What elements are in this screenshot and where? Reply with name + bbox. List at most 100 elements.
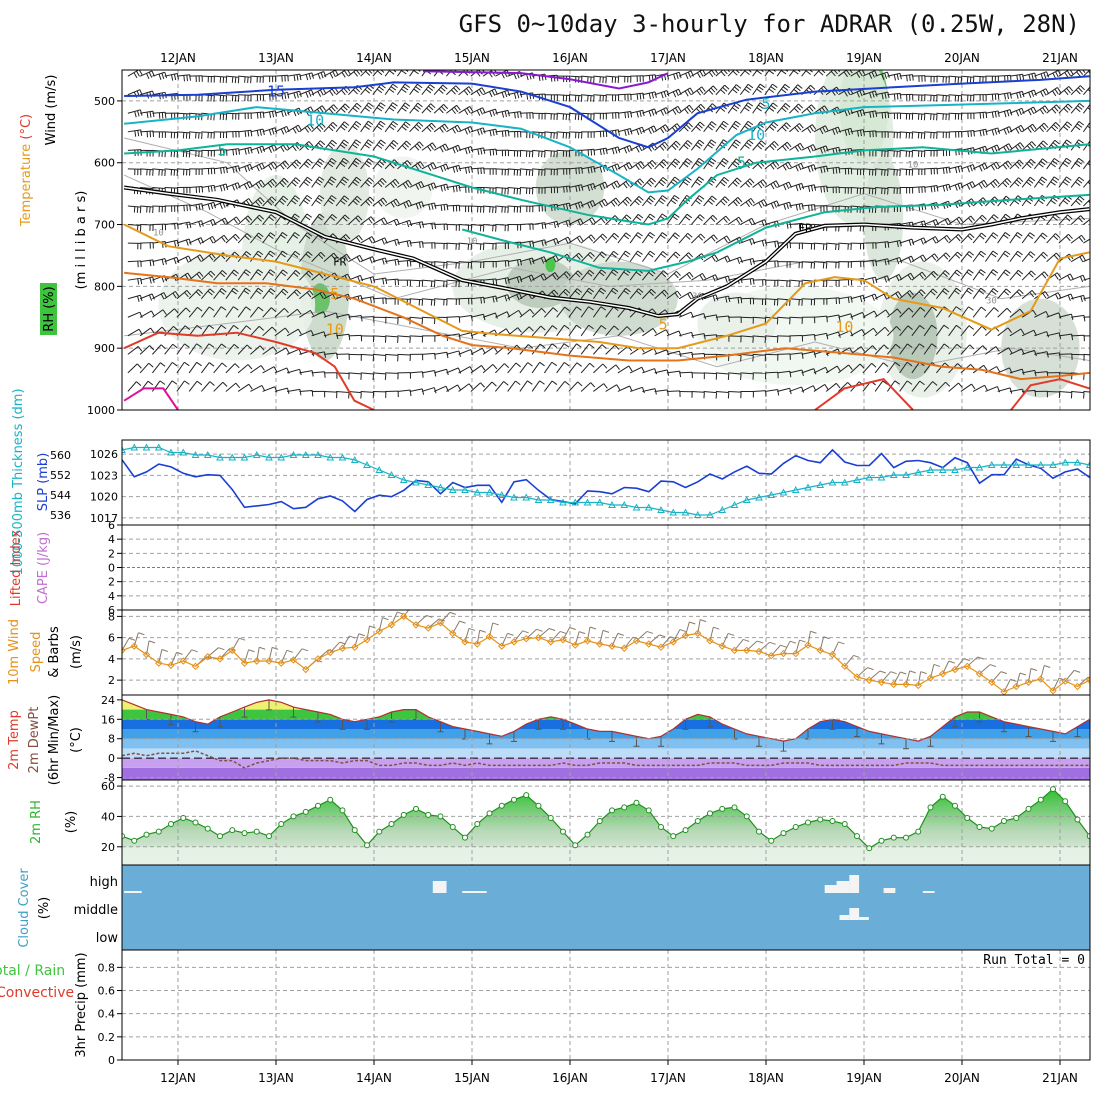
wind-barb-flag [968,269,974,274]
wind-barb-flag [174,308,179,314]
wind-barb-flag [309,123,314,130]
wind-barb-flag [281,111,284,118]
wind-barb-flag [1041,273,1047,279]
wind-barb [188,220,202,226]
wind-barb-flag [725,296,728,303]
wind-barb-flag [881,93,884,100]
thickness-marker [338,453,347,461]
wind-barb [286,232,296,244]
wind-barb [764,121,774,133]
wind10-barb-flag [358,633,365,637]
wind-barb-flag [443,204,446,211]
wind-barb [654,270,664,281]
wind-barb-flag [389,144,395,150]
wind-barb [482,312,496,318]
wind-barb [862,110,876,114]
wind-barb-flag [504,91,508,98]
rh-legend-swatch [40,283,57,335]
wind-barb [458,383,470,392]
wind-barb [691,292,704,300]
wind-barb-flag [280,146,285,153]
wind-barb-flag [1044,291,1049,297]
wind-barb-flag [210,185,213,192]
wind-barb-flag [969,233,975,239]
wind-barb-flag [825,145,829,152]
wind-barb-flag [1005,288,1011,294]
wind10-barb-flag [161,648,168,652]
wind-barb-flag [565,238,569,245]
wind-barb [274,327,286,337]
wind-barb-flag [308,270,314,276]
wind-barb [617,326,628,337]
wind-barb [531,256,545,263]
wind-barb-flag [401,88,407,93]
wind-barb-flag [381,258,385,265]
wind-barb-flag [297,124,302,131]
wind-barb [1034,331,1047,337]
wind-barb [789,279,803,282]
wind-barb-flag [785,102,791,108]
wind-barb-flag [507,90,511,97]
wind-barb-flag [505,328,510,335]
wind-barb-flag [945,95,947,102]
wind-barb [580,217,593,225]
wind-barb [666,251,676,262]
wind-barb-flag [798,203,801,211]
wind-barb-flag [1081,254,1086,261]
contour-label: 10 [306,112,324,130]
wind-barb [556,306,566,318]
wind-barb-flag [247,130,250,137]
wind-barb [372,139,382,151]
wind-barb [752,390,766,392]
wind10-barb-flag [397,611,404,615]
wind-barb [580,234,592,244]
wind-barb [470,347,483,355]
wind-barb [690,195,700,207]
wind-barb-flag [458,262,460,269]
wind-barb [385,258,399,263]
wind-barb [997,160,1009,170]
wind-barb [703,294,717,300]
wind-barb-flag [856,91,860,98]
wind-barb-flag [341,89,346,96]
wind-barb [1070,254,1083,263]
wind-barb [862,293,876,300]
wind-barb [605,384,618,392]
wind-barb-flag [162,309,167,315]
wind-barb-flag [862,109,866,116]
wind-barb [678,311,692,318]
wind-barb-flag [1042,89,1047,96]
wind-barb-flag [480,382,485,388]
thickness-marker [1049,460,1057,468]
wind-barb [446,242,460,245]
wind-barb-flag [649,161,655,168]
wind-barb [654,251,664,262]
wind-barb-flag [623,234,630,240]
wind-barb-flag [599,76,601,83]
wind-barb-flag [672,179,678,184]
wind-barb-flag [220,306,227,311]
wind-barb-flag [184,343,190,348]
wind-barb-flag [683,144,689,150]
wind-barb-flag [793,88,799,94]
wind-barb-flag [770,183,775,190]
wind-barb-flag [687,140,693,145]
wind-barb-flag [744,107,750,112]
wind-barb [507,380,516,392]
wind-barb-flag [329,142,336,147]
rh-shading [888,292,938,380]
wind-barb-flag [810,145,814,152]
wind-barb [801,351,815,355]
wind-barb-flag [427,86,434,91]
wind-barb [556,219,570,226]
wind-barb-flag [770,203,775,209]
wind-barb-flag [759,83,766,88]
wind-barb-flag [332,293,336,300]
wind-barb-flag [590,166,593,174]
wind-barb-flag [427,145,432,152]
wind-barb-flag [495,295,498,302]
wind-barb [495,224,509,226]
wind-barb-flag [733,104,740,110]
wind-barb-flag [556,132,558,139]
thickness-tick-label: 544 [50,489,71,502]
